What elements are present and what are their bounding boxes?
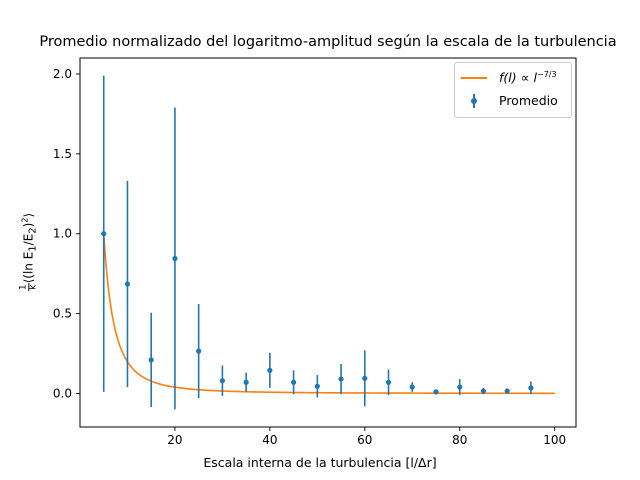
legend-marker-swatch bbox=[471, 94, 477, 108]
x-tick-label: 80 bbox=[452, 433, 467, 447]
data-point bbox=[172, 255, 178, 262]
y-tick-label: 0.0 bbox=[53, 386, 72, 400]
data-point bbox=[101, 231, 107, 237]
plot-frame bbox=[79, 57, 577, 428]
legend-item-promedio: Promedio bbox=[455, 91, 571, 111]
y-tick-label: 1.5 bbox=[53, 147, 72, 161]
legend-label-fit-exp: −7/3 bbox=[536, 70, 557, 79]
data-point bbox=[290, 379, 297, 385]
x-tick-label: 60 bbox=[357, 433, 372, 447]
y-axis-label-denominator: k bbox=[28, 284, 39, 290]
data-point bbox=[243, 379, 249, 385]
data-point bbox=[148, 357, 154, 363]
data-point bbox=[267, 367, 273, 373]
y-axis-label-sup: 2 bbox=[20, 217, 30, 223]
data-point bbox=[457, 384, 463, 390]
plot-content bbox=[101, 75, 555, 410]
data-point bbox=[433, 389, 439, 395]
y-axis-label-end: ⟩ bbox=[21, 212, 36, 218]
legend-label-fit-text: f(l) ∝ l bbox=[499, 70, 537, 86]
data-point bbox=[314, 383, 320, 389]
data-point bbox=[338, 376, 344, 382]
data-point bbox=[528, 385, 534, 391]
plot-background bbox=[80, 58, 576, 427]
x-axis-label: Escala interna de la turbulencia [l/Δr] bbox=[203, 455, 437, 470]
data-point bbox=[480, 388, 487, 394]
y-tick-label: 1.0 bbox=[53, 227, 72, 241]
data-point bbox=[504, 388, 510, 394]
y-axis-label-body: ⟨(ln E bbox=[21, 251, 36, 284]
legend-label-promedio: Promedio bbox=[499, 93, 558, 108]
x-tick-label: 100 bbox=[543, 433, 566, 447]
data-point bbox=[385, 379, 392, 385]
y-tick-label: 2.0 bbox=[53, 67, 72, 81]
legend-item-fit: f(l) ∝ l−7/3 bbox=[455, 68, 571, 88]
axes: 20 40 60 80 100 0.0 0.5 1.0 1.5 2.0 bbox=[53, 67, 566, 447]
legend-label-fit: f(l) ∝ l−7/3 bbox=[499, 70, 557, 85]
y-axis-label: 1 k ⟨(ln E1/E2)2⟩ bbox=[18, 212, 39, 292]
y-axis-label-sub1: 1 bbox=[27, 245, 39, 252]
legend: f(l) ∝ l−7/3 Promedio bbox=[454, 62, 572, 118]
chart-title-clip: Promedio normalizado del logaritmo-ampli… bbox=[0, 34, 640, 56]
y-axis-label-close: ) bbox=[21, 222, 36, 228]
x-tick-label: 20 bbox=[167, 433, 182, 447]
data-point bbox=[409, 384, 415, 390]
data-point bbox=[196, 348, 202, 354]
data-point bbox=[362, 375, 368, 381]
legend-line-swatch bbox=[461, 77, 487, 79]
x-tick-label: 40 bbox=[262, 433, 277, 447]
chart-title: Promedio normalizado del logaritmo-ampli… bbox=[39, 34, 617, 50]
data-point bbox=[124, 281, 131, 287]
y-axis-label-mid: /E bbox=[21, 233, 36, 246]
data-point bbox=[219, 378, 225, 384]
fit-curve-line bbox=[102, 233, 555, 395]
y-axis-label-wrapper: 1 k ⟨(ln E1/E2)2⟩ bbox=[14, 213, 44, 292]
y-tick-label: 0.5 bbox=[53, 307, 72, 321]
y-axis-label-sub2: 2 bbox=[27, 227, 39, 234]
